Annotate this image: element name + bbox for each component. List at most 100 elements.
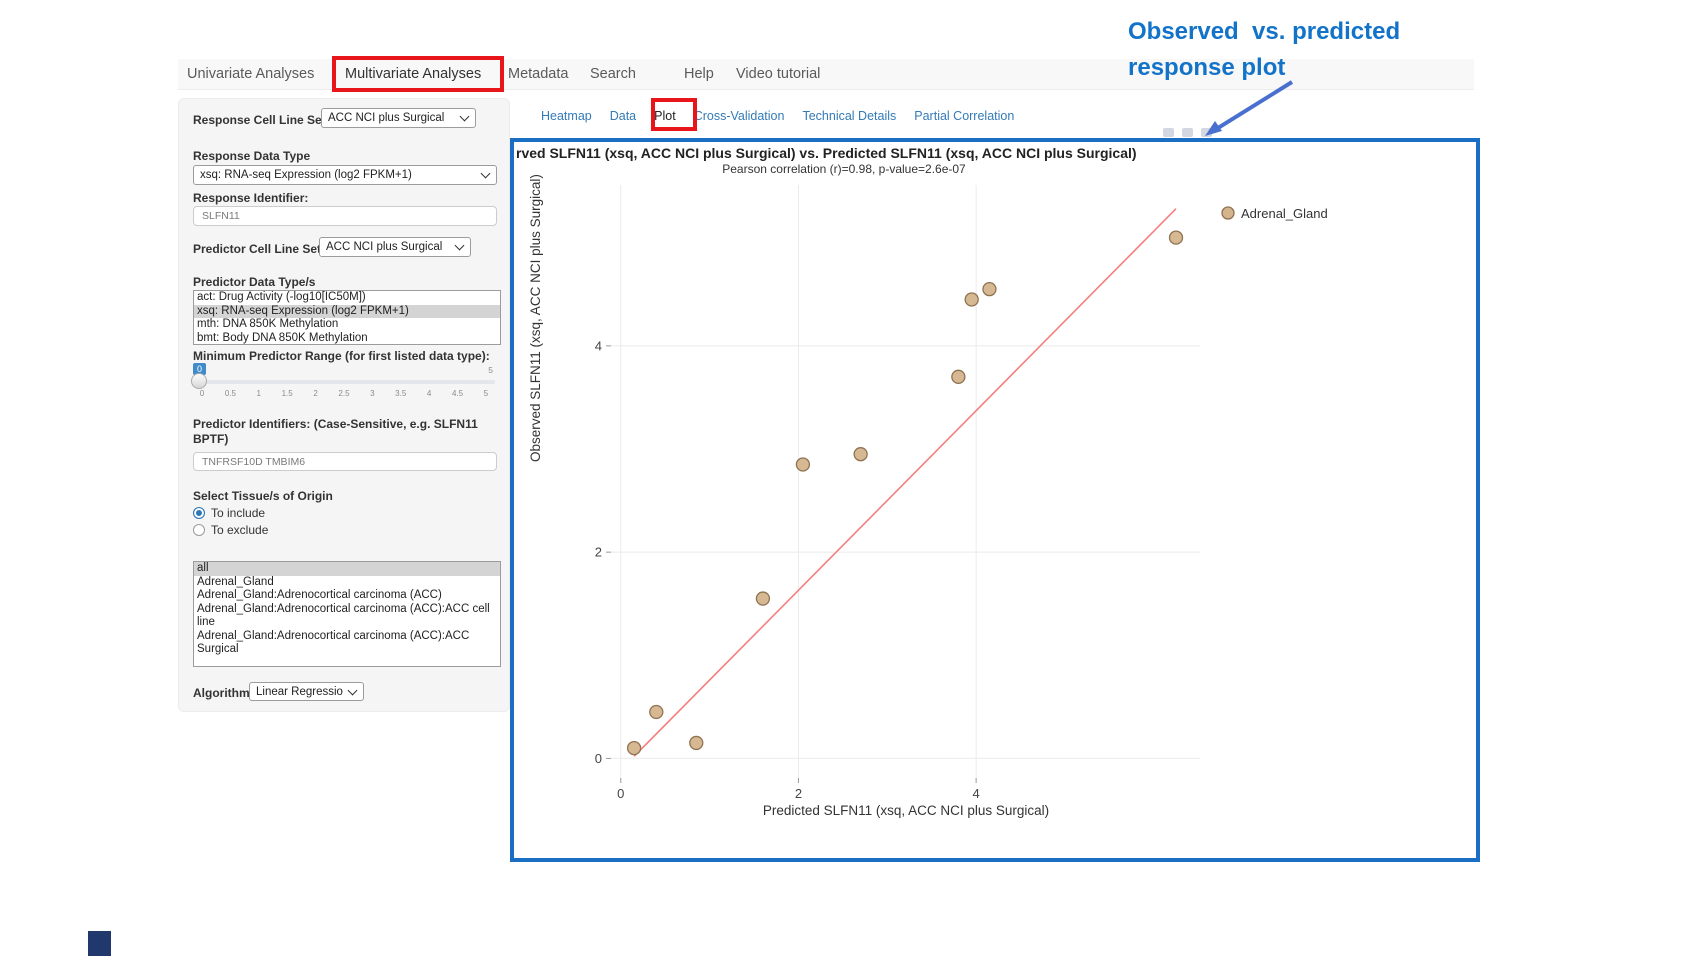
nav-univariate-analyses[interactable]: Univariate Analyses [187, 66, 315, 82]
algorithm-select[interactable]: Linear Regression [249, 682, 364, 701]
slider-tick: 5 [483, 389, 489, 398]
min-predictor-range-label: Minimum Predictor Range (for first liste… [193, 349, 490, 363]
nav-search[interactable]: Search [590, 66, 636, 82]
data-point[interactable] [755, 591, 771, 606]
tab-heatmap[interactable]: Heatmap [541, 109, 592, 123]
response-data-type-label: Response Data Type [193, 149, 311, 163]
list-item[interactable]: mth: DNA 850K Methylation [197, 318, 339, 330]
response-data-type-value: xsq: RNA-seq Expression (log2 FPKM+1) [200, 169, 412, 181]
predictor-cell-line-set-select[interactable]: ACC NCI plus Surgical [319, 237, 471, 257]
list-item[interactable]: act: Drug Activity (-log10[IC50M]) [197, 291, 366, 303]
response-cell-line-set-label: Response Cell Line Set [193, 113, 326, 127]
response-cell-line-set-select[interactable]: ACC NCI plus Surgical [321, 108, 476, 128]
x-axis-label: Predicted SLFN11 (xsq, ACC NCI plus Surg… [762, 803, 1050, 818]
regression-line [633, 208, 1177, 757]
slider-track[interactable] [193, 380, 495, 384]
response-identifier-input[interactable] [193, 206, 497, 226]
nav-video-tutorial[interactable]: Video tutorial [736, 66, 821, 82]
chevron-down-icon [347, 685, 358, 695]
data-point[interactable] [626, 740, 642, 756]
min-predictor-range-slider: 0 5 0 0.5 1 1.5 2 2.5 3 3.5 4 4.5 5 [191, 363, 495, 399]
top-nav-bar: Univariate Analyses Multivariate Analyse… [178, 56, 1474, 92]
data-point[interactable] [795, 457, 811, 472]
list-item[interactable]: xsq: RNA-seq Expression (log2 FPKM+1) [194, 304, 500, 318]
sidebar-panel: Response Cell Line Set ACC NCI plus Surg… [178, 98, 510, 712]
tab-cross-validation[interactable]: Cross-Validation [693, 109, 785, 123]
slider-tick: 1.5 [281, 389, 293, 398]
nav-metadata[interactable]: Metadata [508, 66, 569, 82]
slider-tick: 4.5 [451, 389, 464, 398]
data-point[interactable] [964, 292, 979, 307]
data-point[interactable] [1168, 230, 1184, 245]
algorithm-label: Algorithm [193, 686, 250, 700]
slider-tick: 3 [370, 389, 375, 398]
tab-data[interactable]: Data [609, 109, 637, 123]
data-point[interactable] [689, 735, 704, 751]
slider-tick: 3.5 [395, 389, 407, 398]
nav-help[interactable]: Help [684, 66, 714, 82]
slider-tick: 4 [426, 389, 432, 398]
list-item[interactable]: bmt: Body DNA 850K Methylation [197, 331, 368, 344]
radio-to-include[interactable]: To include [193, 506, 265, 520]
list-item[interactable]: Adrenal_Gland:Adrenocortical carcinoma (… [197, 602, 490, 629]
data-point[interactable] [951, 369, 966, 384]
data-point[interactable] [982, 282, 997, 297]
tissue-origin-label: Select Tissue/s of Origin [193, 489, 333, 503]
plot-subtitle: Pearson correlation (r)=0.98, p-value=2.… [722, 162, 966, 176]
tab-plot[interactable]: Plot [654, 109, 676, 123]
algorithm-value: Linear Regression [256, 685, 343, 698]
slider-tick: 2.5 [338, 389, 350, 398]
scatter-plot-canvas[interactable]: 0 2 4 0 2 4 Adrenal_Gland [514, 142, 1476, 858]
x-tick-label: 4 [973, 786, 980, 801]
chart-legend[interactable]: Adrenal_Gland [1221, 206, 1328, 221]
y-tick-label: 4 [595, 338, 602, 353]
x-tick-label: 2 [795, 786, 802, 801]
data-point[interactable] [853, 447, 868, 462]
plot-title: rved SLFN11 (xsq, ACC NCI plus Surgical)… [516, 145, 1137, 161]
slider-tick: 1 [256, 389, 261, 398]
predictor-identifiers-input[interactable] [193, 452, 497, 471]
plot-panel: rved SLFN11 (xsq, ACC NCI plus Surgical)… [510, 138, 1480, 862]
list-item[interactable]: all [194, 562, 500, 576]
tissue-listbox: all Adrenal_Gland Adrenal_Gland:Adrenoco… [193, 561, 501, 667]
result-tabs: Heatmap Data Plot Cross-Validation Techn… [541, 104, 1014, 128]
y-axis-label: Observed SLFN11 (xsq, ACC NCI plus Surgi… [528, 174, 543, 462]
tab-technical-details[interactable]: Technical Details [802, 109, 897, 123]
response-data-type-select[interactable]: xsq: RNA-seq Expression (log2 FPKM+1) [193, 165, 497, 185]
list-item[interactable]: Adrenal_Gland:Adrenocortical carcinoma (… [197, 589, 442, 601]
list-item[interactable]: Adrenal_Gland [197, 575, 274, 588]
radio-selected-icon [193, 507, 205, 519]
data-point[interactable] [649, 704, 664, 720]
predictor-data-types-label: Predictor Data Type/s [193, 275, 316, 289]
legend-label[interactable]: Adrenal_Gland [1241, 206, 1328, 221]
slider-max-label: 5 [488, 365, 493, 375]
red-highlight-plot-tab [651, 98, 697, 131]
plotly-modebar[interactable] [1163, 128, 1263, 138]
slider-tick: 2 [313, 389, 318, 398]
predictor-identifiers-label: Predictor Identifiers: (Case-Sensitive, … [193, 417, 478, 446]
predictor-cell-line-set-label: Predictor Cell Line Set [193, 242, 322, 256]
slide-decoration [88, 931, 111, 956]
annotation-line2: response plot [1128, 54, 1286, 81]
red-highlight-multivariate [332, 56, 504, 92]
y-tick-label: 2 [595, 545, 602, 560]
slider-tick: 0.5 [224, 389, 236, 398]
radio-label: To exclude [211, 523, 269, 537]
predictor-data-types-listbox: act: Drug Activity (-log10[IC50M]) xsq: … [193, 290, 501, 345]
legend-marker-icon [1221, 206, 1235, 220]
tab-partial-correlation[interactable]: Partial Correlation [914, 109, 1015, 123]
list-item[interactable]: Adrenal_Gland:Adrenocortical carcinoma (… [197, 629, 470, 656]
slide-annotation-text: Observed vs. predicted response plot [1128, 14, 1400, 86]
response-cell-line-set-value: ACC NCI plus Surgical [328, 112, 445, 124]
slider-handle[interactable] [191, 373, 207, 389]
nav-multivariate-analyses[interactable]: Multivariate Analyses [345, 66, 482, 82]
response-identifier-label: Response Identifier: [193, 191, 309, 205]
slider-value-badge: 0 [193, 363, 207, 375]
chevron-down-icon [459, 111, 470, 122]
predictor-cell-line-set-value: ACC NCI plus Surgical [326, 241, 443, 253]
chart-marks [626, 208, 1184, 757]
chevron-down-icon [454, 240, 465, 251]
radio-to-exclude[interactable]: To exclude [193, 523, 268, 537]
y-tick-label: 0 [595, 751, 602, 766]
